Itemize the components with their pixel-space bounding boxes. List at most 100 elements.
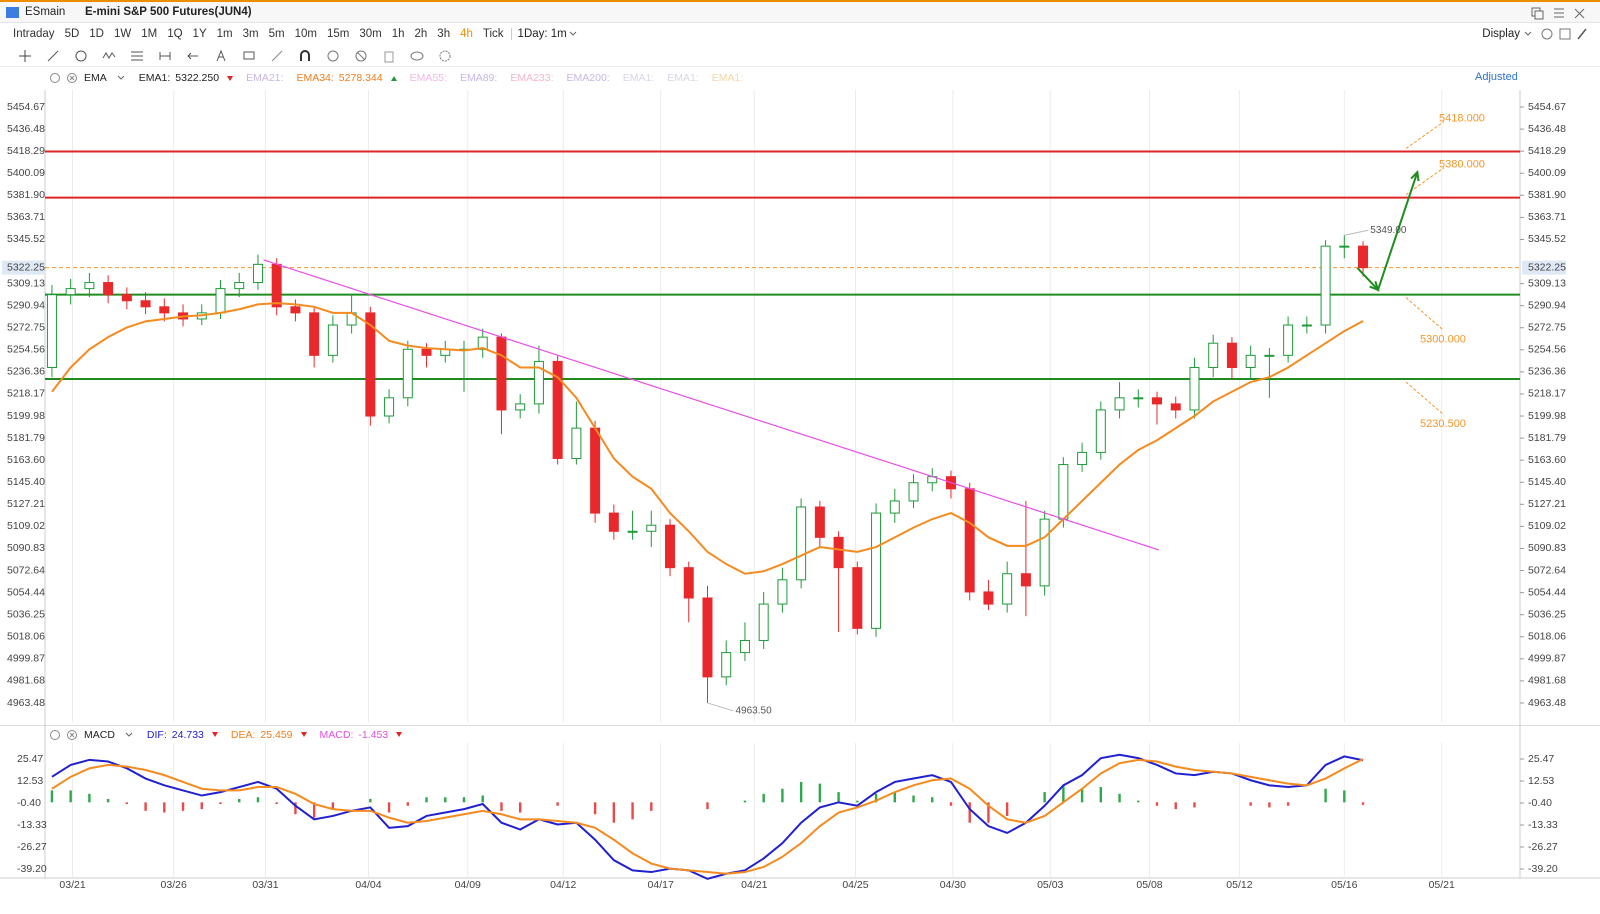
level-label: 5300.000 [1420, 334, 1466, 346]
macd-bar [406, 802, 410, 806]
period-button[interactable]: 5m [268, 28, 285, 40]
trend-icon [396, 732, 403, 737]
y-tick-label: 5072.64 [1528, 564, 1566, 576]
period-button[interactable]: 1D [89, 28, 104, 40]
legend-value: -1.453 [358, 728, 389, 741]
candle-body [1208, 342, 1219, 368]
period-button[interactable]: 1M [141, 28, 158, 40]
arrow-tool[interactable] [186, 49, 200, 63]
legend-value: 25.459 [260, 728, 293, 741]
note-tool[interactable] [242, 49, 256, 63]
candle-body [496, 336, 507, 411]
period-button[interactable]: 4h [460, 28, 473, 40]
y-tick-label: -39.20 [17, 863, 47, 875]
candle-body [927, 476, 938, 484]
macd-bar [69, 790, 72, 803]
period-button[interactable]: 10m [294, 28, 317, 40]
candle-body [683, 567, 694, 599]
display-button[interactable]: Display [1482, 28, 1520, 40]
indicator-name[interactable]: EMA [84, 72, 107, 84]
macd-bar [1099, 787, 1103, 803]
ruler-tool[interactable] [270, 49, 284, 63]
tab-name[interactable]: ESmain [25, 6, 66, 18]
y-tick-label: 5218.17 [7, 388, 45, 400]
candle-body [421, 348, 432, 356]
macd-bar [706, 802, 709, 810]
y-tick-label: 5199.98 [7, 410, 45, 422]
legend-value: 5278.344 [338, 72, 383, 84]
measure-tool[interactable] [158, 49, 172, 63]
y-tick-label: 5272.75 [7, 322, 45, 334]
macd-bar [781, 788, 784, 803]
level-label: 5230.500 [1420, 418, 1466, 430]
candle-body [252, 263, 263, 284]
visibility-tool[interactable] [410, 49, 424, 63]
adjusted-toggle[interactable]: Adjusted [1475, 71, 1517, 83]
y-tick-label: 5127.21 [7, 498, 45, 510]
macd-bar [50, 790, 54, 803]
macd-legend: MACD DIF: 24.733 DEA: 25.459 MACD: -1.453 [0, 725, 1600, 743]
macd-bar [1062, 785, 1065, 803]
indicator-name[interactable]: MACD [84, 728, 115, 741]
settings-tool[interactable] [438, 49, 452, 63]
macd-bar [893, 792, 896, 803]
x-tick-label: 05/16 [1331, 879, 1357, 891]
period-button[interactable]: 5D [64, 28, 80, 40]
y-tick-label: -39.20 [1528, 863, 1558, 875]
candle-body [46, 294, 57, 368]
macd-bar [181, 802, 185, 811]
candle-body [178, 312, 189, 320]
period-button[interactable]: 30m [359, 28, 382, 40]
range-select[interactable]: 1Day: 1m [517, 28, 567, 40]
y-tick-label: 5109.02 [7, 520, 45, 532]
period-button[interactable]: 1Y [192, 28, 207, 40]
circle-tool[interactable] [74, 49, 88, 63]
wave-tool[interactable] [102, 49, 116, 63]
price-tag [2, 260, 44, 275]
line-tool[interactable] [46, 49, 60, 63]
macd-bar [1343, 790, 1346, 803]
y-tick-label: -26.27 [1528, 841, 1558, 853]
period-button[interactable]: Intraday [13, 28, 55, 40]
period-button[interactable]: 1m [216, 28, 233, 40]
legend-icons[interactable] [48, 728, 78, 742]
period-button[interactable]: 1h [391, 28, 405, 40]
y-tick-label: 5163.60 [7, 454, 45, 466]
period-button[interactable]: 15m [326, 28, 350, 40]
macd-bar [1324, 788, 1327, 803]
candle-body [552, 360, 563, 459]
title-bar: ESmain E-mini S&P 500 Futures(JUN4) [0, 0, 1600, 23]
candle-body [1020, 573, 1031, 587]
period-button[interactable]: Tick [482, 28, 504, 40]
delete-tool[interactable] [382, 49, 396, 63]
candle-body [1301, 324, 1312, 327]
text-tool[interactable] [214, 49, 228, 63]
crosshair-tool[interactable] [18, 49, 32, 63]
y-tick-label: 5418.29 [1528, 145, 1566, 157]
lock-tool[interactable] [326, 49, 340, 63]
toolbar-icons[interactable] [1522, 26, 1592, 42]
arrow-head [1369, 280, 1380, 292]
period-button[interactable]: 3h [437, 28, 451, 40]
candle-body [721, 652, 732, 678]
y-tick-label: 5054.44 [7, 586, 45, 598]
fib-tool[interactable] [130, 49, 144, 63]
legend-item: EMA34: 5278.344 [296, 72, 397, 84]
period-button[interactable]: 2h [414, 28, 428, 40]
macd-bar [1080, 788, 1084, 803]
period-button[interactable]: 1W [113, 28, 132, 40]
legend-icons[interactable] [48, 71, 78, 85]
candle-body [777, 579, 788, 605]
window-controls[interactable] [1530, 6, 1590, 20]
macd-bar [219, 802, 222, 805]
period-button[interactable]: 3m [242, 28, 259, 40]
hide-tool[interactable] [354, 49, 368, 63]
magnet-tool[interactable] [298, 49, 312, 63]
legend-label: DEA: [230, 728, 256, 741]
x-tick-label: 05/03 [1037, 879, 1063, 891]
macd-bar [1118, 793, 1121, 803]
candle-body [84, 282, 95, 290]
legend-item: EMA89: [460, 72, 497, 84]
y-tick-label: 5036.25 [1528, 608, 1566, 620]
period-button[interactable]: 1Q [167, 28, 183, 40]
